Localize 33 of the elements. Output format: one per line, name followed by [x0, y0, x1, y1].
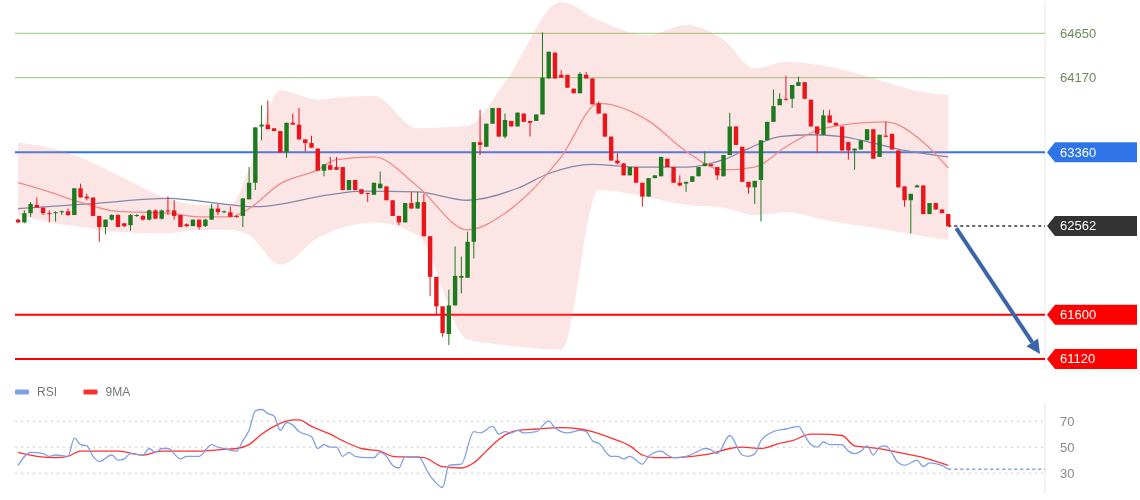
candlestick [527, 120, 533, 138]
legend-label: RSI [37, 385, 58, 400]
candlestick [97, 215, 102, 243]
candlestick [221, 209, 227, 214]
line-series [17, 102, 949, 231]
candlestick [240, 197, 246, 228]
y-tick-label: 70 [1060, 413, 1075, 429]
y-tick-label: 61600 [1060, 307, 1097, 323]
y-tick-label: 30 [1060, 465, 1075, 481]
candlestick [733, 125, 739, 146]
y-tick-label: 50 [1060, 439, 1075, 455]
candlestick [502, 113, 508, 139]
candlestick [171, 199, 177, 221]
candlestick [821, 109, 826, 136]
candlestick [683, 181, 689, 193]
y-tick-label: 63360 [1060, 144, 1097, 160]
y-tick-label: 61120 [1060, 351, 1096, 367]
candlestick [883, 121, 889, 139]
candlestick [53, 210, 58, 222]
candlestick [771, 89, 776, 123]
candlestick [47, 209, 52, 223]
y-tick-label: 62562 [1060, 218, 1097, 234]
y-tick-label: 64170 [1060, 70, 1097, 86]
candlestick [814, 125, 820, 154]
line-series [17, 419, 949, 469]
candlestick [783, 75, 789, 102]
legend-label: 9MA [105, 385, 131, 400]
candlestick [165, 196, 171, 216]
candlestick [90, 196, 96, 217]
candlestick [646, 177, 651, 198]
line-series [17, 134, 949, 210]
y-tick-label: 64650 [1060, 25, 1097, 41]
candlestick [477, 109, 483, 156]
